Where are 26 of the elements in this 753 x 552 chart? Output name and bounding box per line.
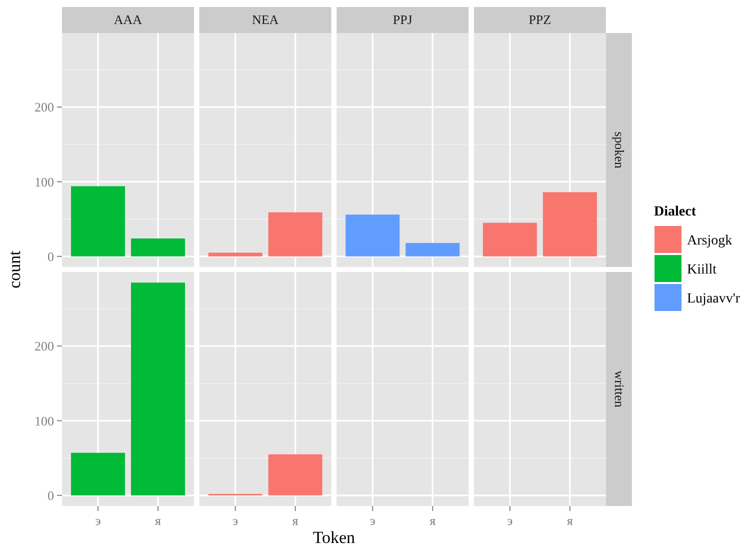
legend-label: Kiillt [687,262,717,278]
x-tick-label: я [566,513,573,528]
chart-title: PPJ [392,12,412,27]
chart-title: AAA [114,12,143,27]
x-tick-label: я [292,513,298,528]
y-tick-label: 100 [34,413,54,428]
x-tick-label: я [430,513,436,528]
legend-label: Lujaavv'r [687,291,740,306]
x-tick-label: э [232,513,239,528]
x-tick-label: я [155,513,162,528]
legend-label: Arsjogk [687,233,732,248]
y-tick-label: 200 [34,100,54,115]
y-axis-title: count [5,250,24,288]
chart-title: NEA [252,12,280,27]
y2-axis-title: written [612,370,627,408]
x-tick-label: э [370,513,376,528]
y-tick-label: 0 [48,248,54,264]
x-axis-title: Token [312,528,356,547]
y2-axis-title: spoken [612,132,627,169]
y-tick-label: 200 [34,338,54,354]
chart-title: PPZ [528,12,552,27]
x-tick-label: э [95,513,102,528]
y-tick-label: 100 [34,174,54,190]
y-tick-label: 0 [48,488,54,503]
legend-title: Dialect [654,204,696,220]
x-tick-label: э [507,513,514,528]
